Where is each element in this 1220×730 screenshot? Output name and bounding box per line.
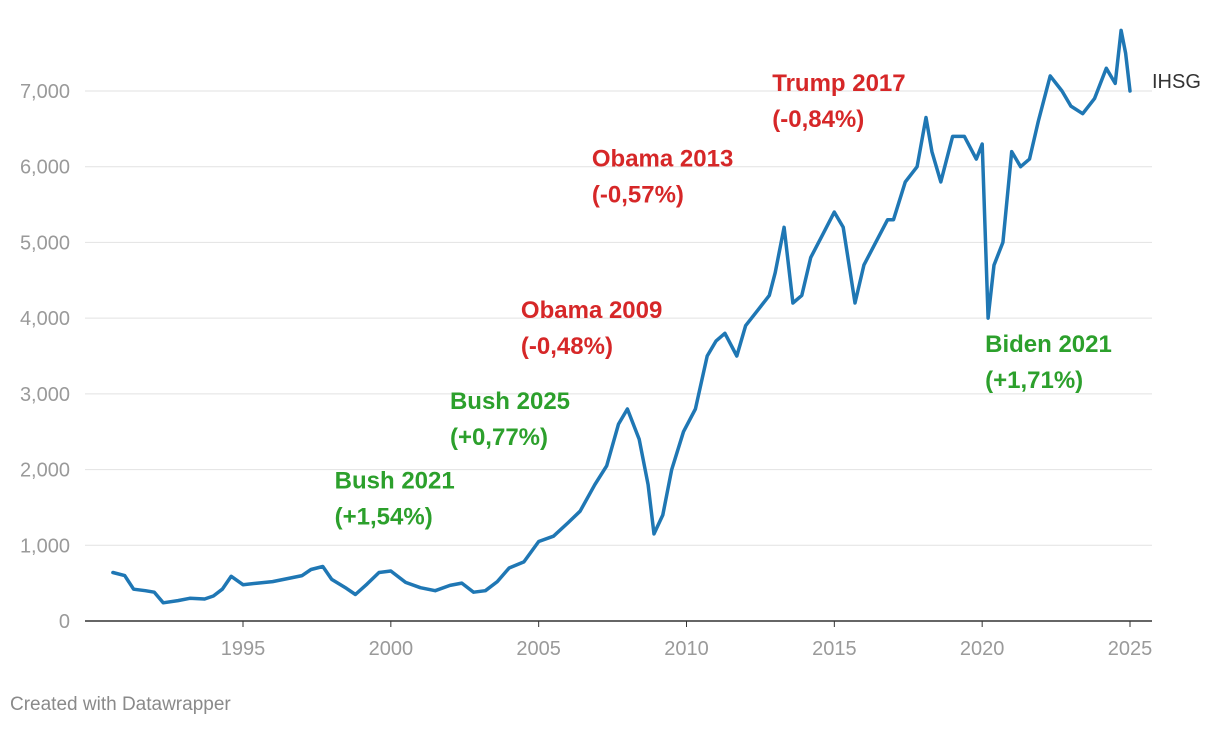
annotation-change: (+1,54%) <box>335 504 433 531</box>
y-tick-label: 3,000 <box>20 384 70 406</box>
x-tick-label: 2015 <box>812 638 857 660</box>
series: IHSG <box>111 28 1201 605</box>
x-tick-label: 1995 <box>221 638 266 660</box>
x-tick-label: 2000 <box>369 638 414 660</box>
annotation-title: Obama 2013 <box>592 146 733 173</box>
x-tick-label: 2020 <box>960 638 1005 660</box>
annotation-change: (+1,71%) <box>985 367 1083 394</box>
annotation: Obama 2013 (-0,57%) <box>592 146 733 209</box>
y-tick-label: 2,000 <box>20 460 70 482</box>
y-tick-label: 0 <box>59 611 70 633</box>
annotation: Bush 2021 (+1,54%) <box>335 468 455 531</box>
y-tick-label: 1,000 <box>20 535 70 557</box>
annotation: Obama 2009 (-0,48%) <box>521 297 662 360</box>
gridlines <box>85 90 1152 546</box>
y-tick-label: 5,000 <box>20 232 70 254</box>
annotation-title: Bush 2025 <box>450 388 570 415</box>
annotation-change: (-0,57%) <box>592 182 684 209</box>
x-tick-label: 2025 <box>1108 638 1153 660</box>
series-label: IHSG <box>1152 71 1201 93</box>
annotation-title: Biden 2021 <box>985 331 1112 358</box>
annotation: Trump 2017 (-0,84%) <box>772 70 905 133</box>
x-tick-label: 2005 <box>516 638 561 660</box>
annotation-change: (-0,84%) <box>772 106 864 133</box>
annotations: Bush 2021 (+1,54%) Bush 2025 (+0,77%) Obama … <box>335 70 1112 531</box>
annotation-title: Trump 2017 <box>772 70 905 97</box>
series-line-ihsg <box>111 28 1132 605</box>
annotation-change: (-0,48%) <box>521 333 613 360</box>
x-axis: 1995 2000 2005 2010 2015 2020 2025 <box>221 621 1153 660</box>
annotation: Bush 2025 (+0,77%) <box>450 388 570 451</box>
annotation: Biden 2021 (+1,71%) <box>985 331 1112 394</box>
x-tick-label: 2010 <box>664 638 709 660</box>
y-tick-label: 6,000 <box>20 157 70 179</box>
annotation-title: Bush 2021 <box>335 468 455 495</box>
credit-text: Created with Datawrapper <box>10 694 231 715</box>
annotation-change: (+0,77%) <box>450 424 548 451</box>
y-axis: 0 1,000 2,000 3,000 4,000 5,000 6,000 7,000 <box>20 81 70 633</box>
annotation-title: Obama 2009 <box>521 297 662 324</box>
y-tick-label: 7,000 <box>20 81 70 103</box>
y-tick-label: 4,000 <box>20 308 70 330</box>
